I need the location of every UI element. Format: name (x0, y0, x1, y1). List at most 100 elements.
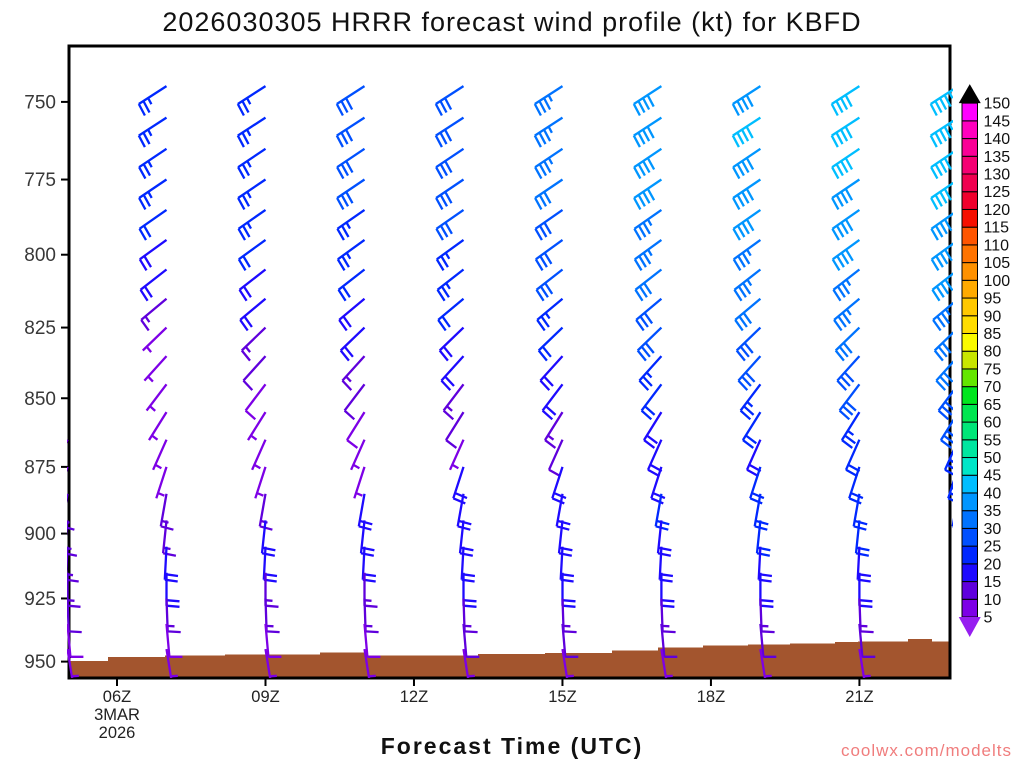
colorbar-label: 125 (984, 184, 1011, 201)
wind-barb (633, 238, 663, 271)
wind-barb (660, 648, 673, 678)
wind-barb (831, 178, 861, 210)
wind-barb (264, 572, 279, 608)
colorbar-swatch (961, 439, 978, 459)
wind-barb (142, 326, 168, 353)
wind-barb (650, 466, 666, 505)
wind-barb (660, 598, 676, 634)
wind-barb (633, 208, 663, 241)
wind-barb (357, 493, 373, 531)
wind-barb (264, 648, 277, 678)
colorbar-label: 100 (984, 273, 1011, 290)
wind-barb (336, 147, 366, 180)
colorbar-swatch (961, 332, 978, 352)
wind-barb (165, 572, 180, 608)
colorbar-label: 50 (984, 450, 1002, 467)
colorbar-label: 150 (984, 96, 1011, 113)
wind-barb (435, 178, 465, 210)
y-tick-label: 925 (24, 589, 56, 610)
wind-barb (930, 212, 953, 241)
wind-barb (832, 268, 861, 302)
wind-barb (654, 493, 670, 531)
wind-barb (456, 493, 472, 531)
wind-barb (138, 147, 168, 180)
x-tick-label: 12Z (400, 688, 428, 706)
colorbar: 5101520253035404550556065707580859095100… (958, 84, 1011, 637)
wind-barb (632, 116, 663, 148)
wind-barb (534, 238, 564, 271)
wind-barb (165, 598, 181, 634)
wind-barb (544, 411, 564, 449)
wind-barb (138, 238, 168, 271)
wind-barb (462, 623, 480, 658)
terrain-profile (70, 639, 950, 678)
wind-barb (138, 208, 168, 241)
colorbar-under-arrow (958, 617, 981, 637)
wind-barb (561, 648, 574, 678)
colorbar-label: 10 (984, 592, 1002, 609)
wind-barb (755, 520, 771, 557)
colorbar-label: 30 (984, 521, 1002, 538)
wind-barb (260, 520, 276, 557)
wind-barb (933, 331, 953, 362)
wind-barb (67, 648, 79, 678)
wind-barb (539, 355, 564, 391)
wind-barb (739, 383, 762, 421)
wind-barb (251, 439, 267, 471)
colorbar-swatch (961, 403, 978, 423)
wind-barb (434, 85, 465, 117)
wind-barb (759, 572, 774, 608)
wind-barb (547, 439, 564, 478)
colorbar-label: 115 (984, 220, 1010, 237)
watermark: coolwx.com/modelts (840, 741, 1012, 760)
colorbar-swatch (961, 208, 978, 228)
wind-barb (633, 147, 663, 180)
wind-barb (363, 598, 379, 634)
wind-barb (633, 178, 663, 210)
wind-barb (534, 147, 564, 180)
wind-barb (236, 116, 267, 148)
wind-barb (67, 439, 69, 444)
wind-barb (759, 598, 775, 634)
wind-barb (734, 297, 762, 332)
y-tick-label: 850 (24, 389, 56, 410)
colorbar-label: 80 (984, 344, 1002, 361)
x-tick-label: 2026 (99, 724, 136, 742)
colorbar-over-arrow (958, 84, 981, 104)
wind-barb (833, 297, 861, 332)
y-tick-label: 900 (24, 524, 56, 545)
wind-barb (239, 297, 267, 332)
colorbar-label: 75 (984, 361, 1002, 378)
wind-barb (858, 598, 874, 634)
wind-barb (237, 208, 267, 241)
wind-barb (434, 116, 465, 148)
wind-barb (533, 85, 564, 117)
colorbar-label: 15 (984, 574, 1002, 591)
wind-barb (335, 116, 366, 148)
wind-barb (148, 411, 168, 441)
wind-barb (67, 466, 69, 473)
wind-barb (155, 466, 168, 499)
wind-barb (840, 411, 861, 449)
wind-barb (363, 572, 378, 608)
wind-barb (435, 238, 465, 271)
colorbar-label: 45 (984, 468, 1002, 485)
wind-barb (930, 181, 953, 210)
wind-barb (143, 355, 168, 383)
wind-barb (359, 520, 375, 557)
wind-barb (336, 208, 366, 241)
wind-barb (640, 383, 663, 421)
y-tick-label: 800 (24, 245, 56, 266)
colorbar-swatch (961, 279, 978, 299)
colorbar-swatch (961, 474, 978, 494)
wind-barb (731, 85, 762, 117)
x-tick-label: 18Z (697, 688, 725, 706)
colorbar-swatch (961, 368, 978, 388)
colorbar-swatch (961, 297, 978, 317)
wind-barb (930, 151, 953, 180)
wind-barb (834, 326, 861, 362)
wind-barb (236, 85, 267, 117)
wind-barb (458, 520, 474, 557)
